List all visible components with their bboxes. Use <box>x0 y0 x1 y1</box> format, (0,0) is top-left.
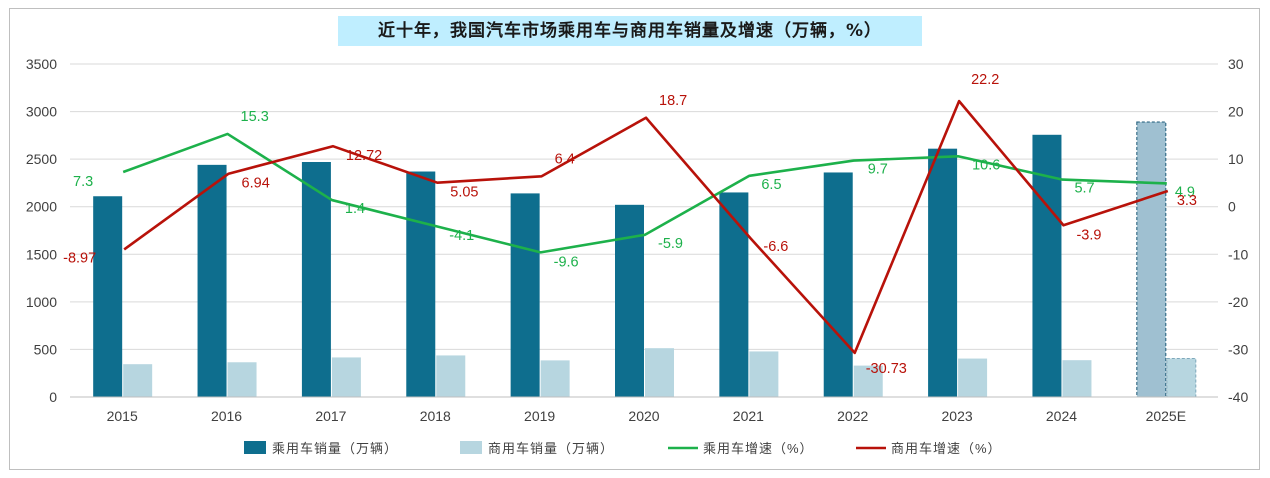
passenger-sales-bar <box>928 148 958 397</box>
passenger-growth-label: 6.5 <box>761 177 781 193</box>
legend-passenger-sales-label: 乘用车销量（万辆） <box>272 441 398 456</box>
category-label: 2022 <box>837 408 868 424</box>
passenger-growth-label: 15.3 <box>241 109 269 125</box>
category-label: 2024 <box>1046 408 1077 424</box>
commercial-sales-bar <box>227 362 257 397</box>
category-label: 2016 <box>211 408 242 424</box>
title-background <box>338 16 922 46</box>
right-axis-tick: -30 <box>1228 341 1248 357</box>
right-axis-tick: 0 <box>1228 199 1236 215</box>
commercial-growth-label: 6.94 <box>242 176 270 192</box>
passenger-growth-label: 9.7 <box>868 162 888 178</box>
passenger-sales-bar <box>1136 121 1167 398</box>
passenger-sales-bar <box>93 196 123 397</box>
chart-frame <box>9 8 1260 470</box>
commercial-growth-label: -6.6 <box>763 239 788 255</box>
passenger-growth-line <box>122 132 1167 254</box>
commercial-growth-label: 5.05 <box>450 185 478 201</box>
left-axis-tick: 500 <box>34 341 58 357</box>
right-axis-tick: 10 <box>1228 151 1244 167</box>
passenger-growth-label: 4.9 <box>1175 184 1195 200</box>
commercial-growth-label: 6.4 <box>555 151 575 167</box>
category-label: 2023 <box>942 408 973 424</box>
category-label: 2018 <box>420 408 451 424</box>
passenger-growth-label: -9.6 <box>554 254 579 270</box>
passenger-growth-label: -5.9 <box>658 236 683 252</box>
commercial-sales-bar <box>1062 360 1092 397</box>
right-axis-tick: 30 <box>1228 56 1244 72</box>
commercial-growth-label: -8.97 <box>63 250 96 266</box>
left-axis-tick: 0 <box>49 389 57 405</box>
legend-commercial-growth-label: 商用车增速（%） <box>891 441 1002 456</box>
category-label: 2015 <box>107 408 138 424</box>
passenger-growth-label: 10.6 <box>972 157 1000 173</box>
right-axis-tick: -10 <box>1228 246 1248 262</box>
passenger-growth-label: 1.4 <box>345 201 365 217</box>
commercial-growth-label: 3.3 <box>1177 193 1197 209</box>
passenger-growth-label: 7.3 <box>73 174 93 190</box>
commercial-sales-bar <box>749 351 779 397</box>
passenger-sales-bar <box>615 204 644 397</box>
left-axis-tick: 2500 <box>26 151 57 167</box>
commercial-growth-label: 18.7 <box>659 93 687 109</box>
left-axis-tick: 3000 <box>26 104 57 120</box>
category-label: 2025E <box>1146 408 1186 424</box>
passenger-sales-bar <box>719 192 749 397</box>
commercial-sales-bar <box>436 355 466 397</box>
passenger-sales-bar <box>510 193 540 397</box>
category-label: 2020 <box>628 408 659 424</box>
commercial-sales-bar <box>853 365 883 397</box>
category-label: 2017 <box>315 408 346 424</box>
chart-title: 近十年，我国汽车市场乘用车与商用车销量及增速（万辆，%） <box>377 21 883 41</box>
commercial-sales-bar <box>331 357 361 397</box>
right-axis-tick: 20 <box>1228 104 1244 120</box>
commercial-sales-bar <box>645 348 674 397</box>
right-axis-tick: -20 <box>1228 294 1248 310</box>
left-axis-tick: 3500 <box>26 56 57 72</box>
category-label: 2021 <box>733 408 764 424</box>
legend-passenger-sales-swatch <box>244 441 266 454</box>
passenger-sales-bar <box>406 171 436 397</box>
right-axis-tick: -40 <box>1228 389 1248 405</box>
left-axis-tick: 2000 <box>26 199 57 215</box>
passenger-growth-label: 5.7 <box>1074 181 1094 197</box>
left-axis-tick: 1500 <box>26 246 57 262</box>
commercial-growth-label: 22.2 <box>971 72 999 88</box>
left-axis-tick: 1000 <box>26 294 57 310</box>
commercial-growth-line <box>123 99 1169 355</box>
category-label: 2019 <box>524 408 555 424</box>
commercial-sales-bar <box>123 364 153 397</box>
passenger-growth-label: -4.1 <box>449 228 474 244</box>
legend-commercial-sales-swatch <box>460 441 482 454</box>
passenger-sales-bar <box>823 172 853 397</box>
legend-passenger-growth-label: 乘用车增速（%） <box>703 441 814 456</box>
passenger-sales-bar <box>197 164 227 397</box>
commercial-growth-label: 12.72 <box>346 148 382 164</box>
commercial-sales-bar <box>540 360 570 397</box>
commercial-sales-bar <box>958 358 988 397</box>
passenger-sales-bar <box>301 161 331 397</box>
legend-commercial-sales-label: 商用车销量（万辆） <box>488 441 614 456</box>
commercial-sales-bar <box>1166 357 1197 398</box>
commercial-growth-label: -3.9 <box>1076 227 1101 243</box>
commercial-growth-label: -30.73 <box>866 361 907 377</box>
